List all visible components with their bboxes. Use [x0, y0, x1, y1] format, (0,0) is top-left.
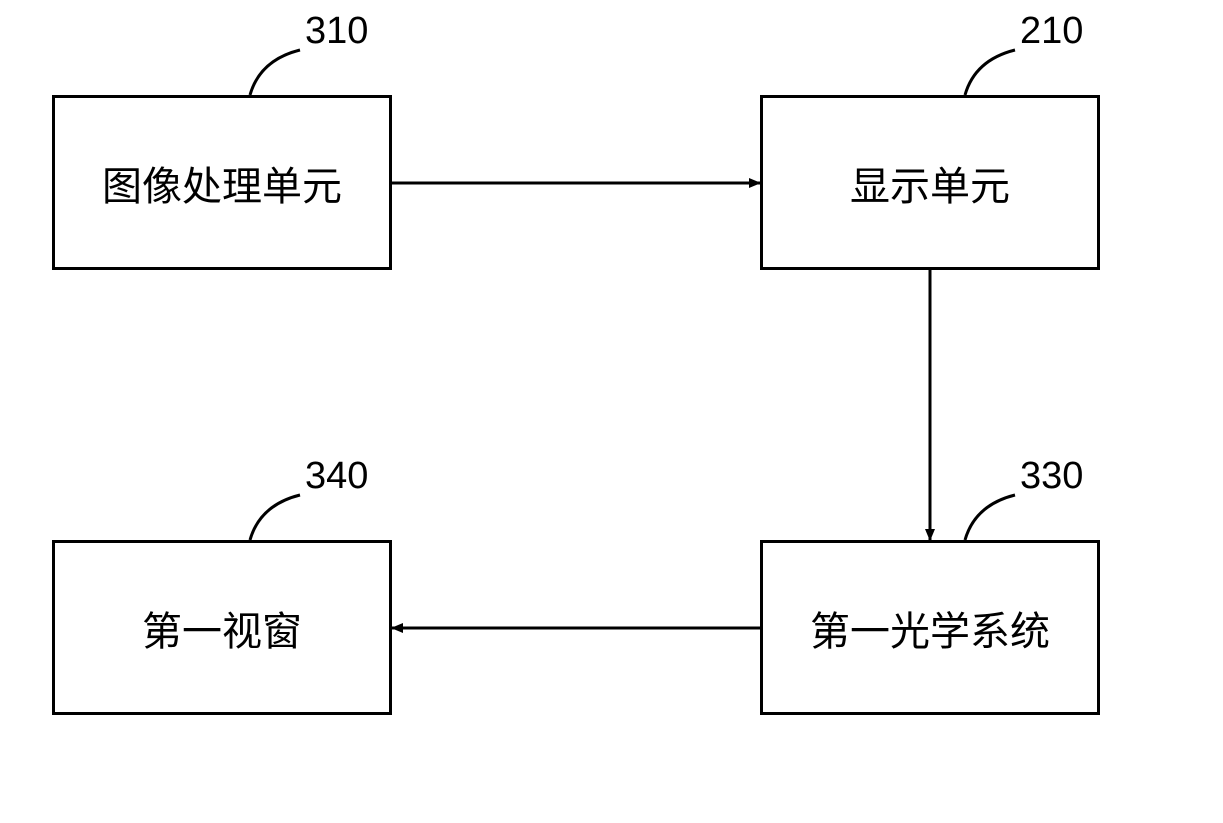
node-label: 显示单元	[850, 154, 1010, 212]
node-n340: 第一视窗	[52, 540, 392, 715]
node-label: 图像处理单元	[102, 154, 342, 212]
node-n310: 图像处理单元	[52, 95, 392, 270]
ref-label-n340: 340	[305, 455, 368, 498]
callout-n330	[965, 495, 1015, 540]
node-label: 第一视窗	[142, 599, 302, 657]
ref-label-n330: 330	[1020, 455, 1083, 498]
node-n330: 第一光学系统	[760, 540, 1100, 715]
node-label: 第一光学系统	[810, 599, 1050, 657]
flowchart: 图像处理单元 显示单元第一视窗 第一光学系统 310 210 340 330	[0, 0, 1223, 823]
ref-label-n310: 310	[305, 10, 368, 53]
callout-n210	[965, 50, 1015, 95]
callout-n340	[250, 495, 300, 540]
callout-n310	[250, 50, 300, 95]
node-n210: 显示单元	[760, 95, 1100, 270]
ref-label-n210: 210	[1020, 10, 1083, 53]
